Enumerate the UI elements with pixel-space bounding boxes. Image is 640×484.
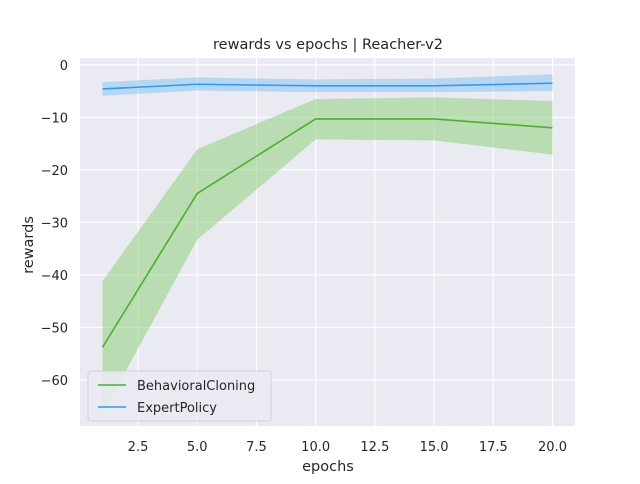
x-tick-label: 15.0 xyxy=(420,440,449,455)
y-tick-label: −20 xyxy=(41,164,68,179)
series-line xyxy=(102,82,553,90)
legend-label: ExpertPolicy xyxy=(137,401,217,416)
legend: BehavioralCloning ExpertPolicy xyxy=(87,370,272,422)
legend-label: BehavioralCloning xyxy=(137,379,255,394)
x-tick-label: 10.0 xyxy=(301,440,330,455)
y-axis-label: rewards xyxy=(21,216,37,274)
x-axis-label: epochs xyxy=(302,459,354,475)
legend-box xyxy=(87,370,272,422)
x-tick-label: 20.0 xyxy=(538,440,567,455)
y-tick-label: 0 xyxy=(60,59,68,74)
x-tick-labels: 2.5 5.0 7.5 10.0 12.5 15.0 17.5 20.0 xyxy=(128,440,567,455)
y-tick-label: −60 xyxy=(41,374,68,389)
y-tick-label: −40 xyxy=(41,269,68,284)
series-line xyxy=(101,118,553,348)
x-tick-label: 7.5 xyxy=(246,440,267,455)
y-tick-label: −10 xyxy=(41,111,68,126)
y-tick-labels: 0 −10 −20 −30 −40 −50 −60 xyxy=(41,59,68,389)
y-tick-label: −30 xyxy=(41,216,68,231)
confidence-band xyxy=(102,97,553,414)
series-lines xyxy=(101,82,553,348)
x-tick-label: 2.5 xyxy=(128,440,149,455)
chart-title: rewards vs epochs | Reacher-v2 xyxy=(213,37,443,53)
x-tick-label: 12.5 xyxy=(360,440,389,455)
x-tick-label: 5.0 xyxy=(187,440,208,455)
y-tick-label: −50 xyxy=(41,321,68,336)
x-tick-label: 17.5 xyxy=(479,440,508,455)
